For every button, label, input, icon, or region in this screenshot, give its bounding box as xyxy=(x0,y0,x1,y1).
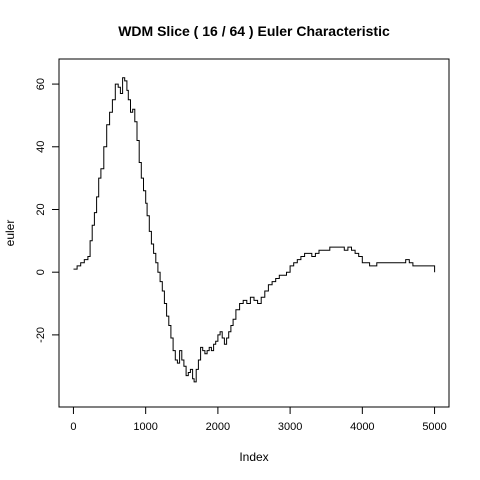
y-tick-label: 60 xyxy=(35,78,47,90)
x-axis: 0 1000 2000 3000 4000 5000 xyxy=(70,406,447,433)
y-tick-label: 40 xyxy=(35,141,47,153)
x-tick-label: 2000 xyxy=(206,421,230,433)
x-tick-label: 4000 xyxy=(350,421,374,433)
x-tick-label: 0 xyxy=(70,421,76,433)
plot-border xyxy=(58,58,450,408)
x-tick-label: 3000 xyxy=(278,421,302,433)
euler-series-line xyxy=(73,77,436,383)
y-tick-label: 0 xyxy=(35,269,47,275)
y-axis-label: euler xyxy=(3,220,17,247)
chart-title: WDM Slice ( 16 / 64 ) Euler Characterist… xyxy=(118,23,390,39)
y-axis: -20 0 20 40 60 xyxy=(35,78,60,343)
y-tick-label: 20 xyxy=(35,203,47,215)
x-axis-label: Index xyxy=(239,450,268,464)
x-tick-label: 1000 xyxy=(133,421,157,433)
x-tick-label: 5000 xyxy=(422,421,446,433)
y-tick-label: -20 xyxy=(35,327,47,343)
